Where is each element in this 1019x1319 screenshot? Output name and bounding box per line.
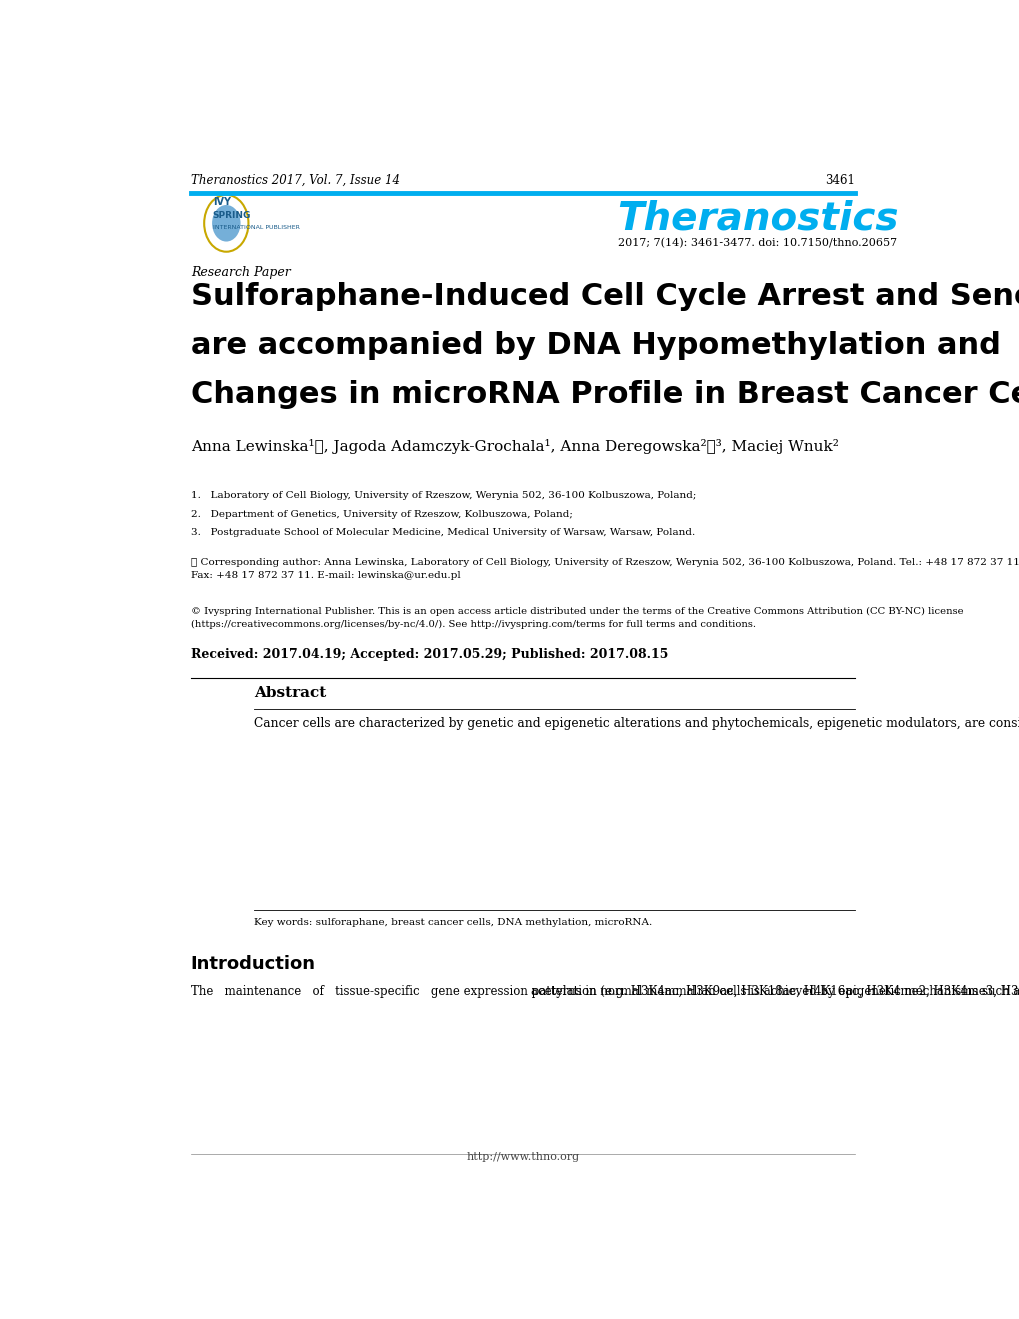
Circle shape bbox=[212, 204, 240, 241]
Text: Sulforaphane-Induced Cell Cycle Arrest and Senescence: Sulforaphane-Induced Cell Cycle Arrest a… bbox=[191, 282, 1019, 311]
Text: 3.   Postgraduate School of Molecular Medicine, Medical University of Warsaw, Wa: 3. Postgraduate School of Molecular Medi… bbox=[191, 528, 694, 537]
Text: INTERNATIONAL PUBLISHER: INTERNATIONAL PUBLISHER bbox=[213, 226, 300, 231]
Text: Abstract: Abstract bbox=[254, 686, 326, 700]
Text: Changes in microRNA Profile in Breast Cancer Cells: Changes in microRNA Profile in Breast Ca… bbox=[191, 380, 1019, 409]
Text: Cancer cells are characterized by genetic and epigenetic alterations and phytoch: Cancer cells are characterized by geneti… bbox=[254, 718, 1019, 729]
Text: The   maintenance   of   tissue-specific   gene expression patterns in normal ma: The maintenance of tissue-specific gene … bbox=[191, 985, 1019, 998]
Text: Theranostics 2017, Vol. 7, Issue 14: Theranostics 2017, Vol. 7, Issue 14 bbox=[191, 174, 399, 187]
Text: 3461: 3461 bbox=[824, 174, 854, 187]
Text: ✉ Corresponding author: Anna Lewinska, Laboratory of Cell Biology, University of: ✉ Corresponding author: Anna Lewinska, L… bbox=[191, 558, 1019, 580]
Text: SPRING: SPRING bbox=[213, 211, 251, 220]
Text: Introduction: Introduction bbox=[191, 955, 316, 972]
Text: are accompanied by DNA Hypomethylation and: are accompanied by DNA Hypomethylation a… bbox=[191, 331, 1000, 360]
Text: IVY: IVY bbox=[213, 197, 230, 207]
Text: Research Paper: Research Paper bbox=[191, 266, 290, 278]
Text: acetylation (e.g. H3K4ac, H3K9ac, H3K18ac, H4K16ac, H3K4me2, H3K4me3, H3K27me3, : acetylation (e.g. H3K4ac, H3K9ac, H3K18a… bbox=[530, 985, 1019, 998]
Text: Anna Lewinska¹✉, Jagoda Adamczyk-Grochala¹, Anna Deregowska²‧³, Maciej Wnuk²: Anna Lewinska¹✉, Jagoda Adamczyk-Grochal… bbox=[191, 439, 838, 454]
Text: 2.   Department of Genetics, University of Rzeszow, Kolbuszowa, Poland;: 2. Department of Genetics, University of… bbox=[191, 509, 572, 518]
Text: Theranostics: Theranostics bbox=[618, 200, 898, 237]
Text: © Ivyspring International Publisher. This is an open access article distributed : © Ivyspring International Publisher. Thi… bbox=[191, 607, 962, 629]
Text: 1.   Laboratory of Cell Biology, University of Rzeszow, Werynia 502, 36-100 Kolb: 1. Laboratory of Cell Biology, Universit… bbox=[191, 492, 695, 500]
Text: 2017; 7(14): 3461-3477. doi: 10.7150/thno.20657: 2017; 7(14): 3461-3477. doi: 10.7150/thn… bbox=[618, 237, 896, 248]
Text: Key words: sulforaphane, breast cancer cells, DNA methylation, microRNA.: Key words: sulforaphane, breast cancer c… bbox=[254, 918, 651, 927]
Text: Received: 2017.04.19; Accepted: 2017.05.29; Published: 2017.08.15: Received: 2017.04.19; Accepted: 2017.05.… bbox=[191, 648, 667, 661]
Text: http://www.thno.org: http://www.thno.org bbox=[466, 1151, 579, 1162]
